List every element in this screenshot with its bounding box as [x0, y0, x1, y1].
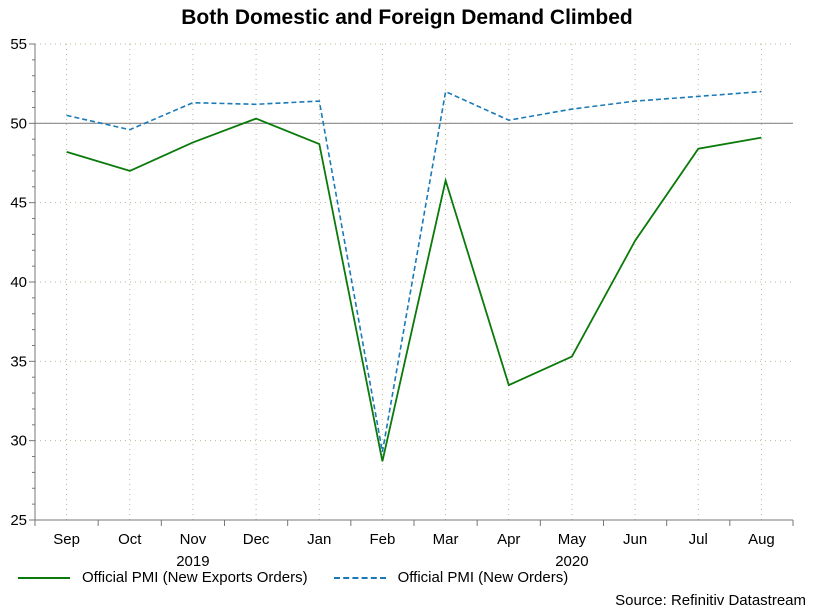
legend-label-new-orders: Official PMI (New Orders)	[397, 569, 569, 586]
legend-item-new-orders: Official PMI (New Orders)	[333, 569, 569, 586]
x-tick-label-jan: Jan	[307, 531, 331, 548]
x-tick-label-jul: Jul	[689, 531, 708, 548]
x-tick-label-dec: Dec	[243, 531, 270, 548]
x-tick-label-nov: Nov	[180, 531, 207, 548]
year-label-2020: 2020	[555, 553, 588, 570]
y-tick-label-45: 45	[10, 195, 27, 212]
series-group	[66, 90, 762, 462]
legend-swatch-new-orders	[333, 576, 386, 579]
x-tick-label-feb: Feb	[369, 531, 395, 548]
x-tick-label-may: May	[558, 531, 587, 548]
year-label-2019: 2019	[176, 553, 209, 570]
x-tick-label-jun: Jun	[623, 531, 647, 548]
grid	[35, 43, 793, 520]
legend-label-exports: Official PMI (New Exports Orders)	[82, 569, 308, 586]
x-tick-label-apr: Apr	[497, 531, 520, 548]
series-line-new-orders	[66, 90, 762, 452]
legend-swatch-exports	[18, 576, 70, 579]
y-tick-label-40: 40	[10, 274, 27, 291]
legend: Official PMI (New Exports Orders) Offici…	[18, 569, 594, 586]
y-tick-label-25: 25	[10, 512, 27, 529]
chart-title: Both Domestic and Foreign Demand Climbed	[181, 6, 633, 29]
x-tick-label-sep: Sep	[53, 531, 80, 548]
y-tick-label-35: 35	[10, 353, 27, 370]
x-tick-label-mar: Mar	[433, 531, 459, 548]
y-tick-label-30: 30	[10, 433, 27, 450]
x-tick-label-aug: Aug	[748, 531, 775, 548]
y-tick-label-50: 50	[10, 115, 27, 132]
x-tick-label-oct: Oct	[118, 531, 142, 548]
series-line-new-exports-orders	[66, 117, 762, 462]
axes: 25 30 35 40 45 50 55 Sep Oct Nov Dec Jan Feb Mar Apr Ma…	[10, 36, 794, 570]
legend-item-exports: Official PMI (New Exports Orders)	[18, 569, 308, 586]
source-note: Source: Refinitiv Datastream	[615, 592, 806, 609]
y-tick-label-55: 55	[10, 36, 27, 53]
